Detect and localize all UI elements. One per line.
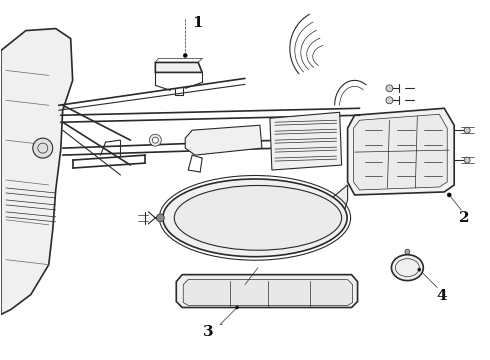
Polygon shape bbox=[185, 125, 262, 155]
Bar bbox=[206, 231, 222, 241]
Circle shape bbox=[149, 134, 161, 146]
Bar bbox=[272, 231, 288, 241]
Text: 1: 1 bbox=[192, 15, 202, 30]
Text: 2: 2 bbox=[459, 211, 469, 225]
Bar bbox=[250, 213, 266, 223]
Circle shape bbox=[447, 193, 451, 197]
Bar bbox=[192, 284, 206, 292]
Bar bbox=[228, 213, 244, 223]
Bar bbox=[278, 296, 292, 303]
Bar bbox=[252, 296, 266, 303]
Polygon shape bbox=[155, 62, 202, 72]
Circle shape bbox=[156, 214, 164, 222]
Bar bbox=[294, 213, 310, 223]
Ellipse shape bbox=[163, 179, 347, 257]
Bar bbox=[160, 64, 195, 71]
Bar bbox=[294, 231, 310, 241]
Bar bbox=[252, 284, 266, 292]
Polygon shape bbox=[354, 114, 447, 190]
Polygon shape bbox=[319, 185, 347, 220]
Bar bbox=[250, 195, 266, 205]
Polygon shape bbox=[176, 275, 358, 307]
Bar bbox=[295, 284, 309, 292]
Bar bbox=[206, 195, 222, 205]
Text: 3: 3 bbox=[203, 325, 214, 339]
Circle shape bbox=[464, 157, 470, 163]
Circle shape bbox=[33, 138, 53, 158]
Bar bbox=[294, 195, 310, 205]
Bar bbox=[318, 296, 332, 303]
Bar bbox=[192, 296, 206, 303]
Bar bbox=[335, 296, 348, 303]
Bar bbox=[335, 284, 348, 292]
Circle shape bbox=[183, 54, 187, 58]
Bar bbox=[272, 195, 288, 205]
Circle shape bbox=[152, 137, 158, 143]
Circle shape bbox=[236, 306, 239, 309]
Bar bbox=[228, 195, 244, 205]
Bar bbox=[228, 231, 244, 241]
Bar bbox=[272, 213, 288, 223]
Bar bbox=[250, 231, 266, 241]
Circle shape bbox=[386, 97, 393, 104]
Bar bbox=[316, 213, 332, 223]
Bar bbox=[210, 296, 224, 303]
Circle shape bbox=[405, 249, 410, 254]
Ellipse shape bbox=[174, 185, 342, 250]
Circle shape bbox=[418, 268, 421, 271]
Polygon shape bbox=[270, 112, 342, 170]
Bar bbox=[210, 284, 224, 292]
Bar bbox=[278, 284, 292, 292]
Polygon shape bbox=[183, 280, 353, 306]
Bar bbox=[184, 213, 200, 223]
Bar bbox=[238, 296, 252, 303]
Text: 4: 4 bbox=[436, 289, 446, 302]
Bar bbox=[318, 284, 332, 292]
Bar bbox=[206, 213, 222, 223]
Circle shape bbox=[386, 85, 393, 92]
Bar bbox=[295, 296, 309, 303]
Polygon shape bbox=[347, 108, 454, 195]
Bar bbox=[238, 284, 252, 292]
Circle shape bbox=[464, 127, 470, 133]
Ellipse shape bbox=[392, 255, 423, 280]
Polygon shape bbox=[1, 28, 73, 315]
